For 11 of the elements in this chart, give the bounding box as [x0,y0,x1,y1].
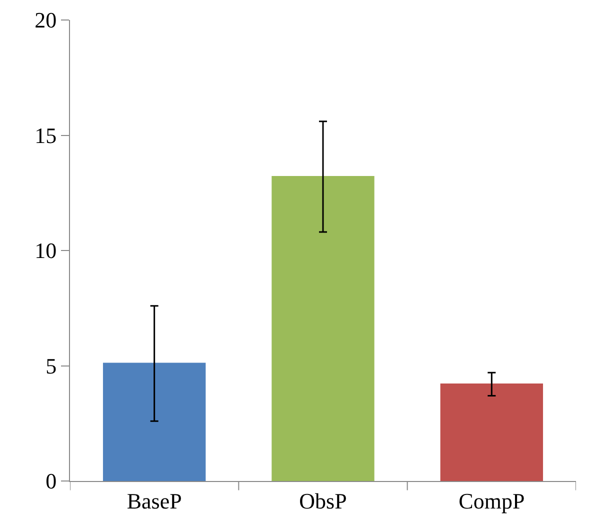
x-tick-label: CompP [458,488,525,514]
y-tick-label: 15 [34,122,57,148]
y-tick-label: 20 [34,8,57,33]
y-tick-label: 5 [46,353,57,378]
x-tick-label: ObsP [299,488,347,514]
y-tick-label: 10 [34,238,57,264]
x-tick-label: BaseP [126,488,182,514]
bar [272,176,374,481]
bar [440,383,544,481]
bar [102,362,206,481]
y-tick-label: 0 [46,468,57,494]
